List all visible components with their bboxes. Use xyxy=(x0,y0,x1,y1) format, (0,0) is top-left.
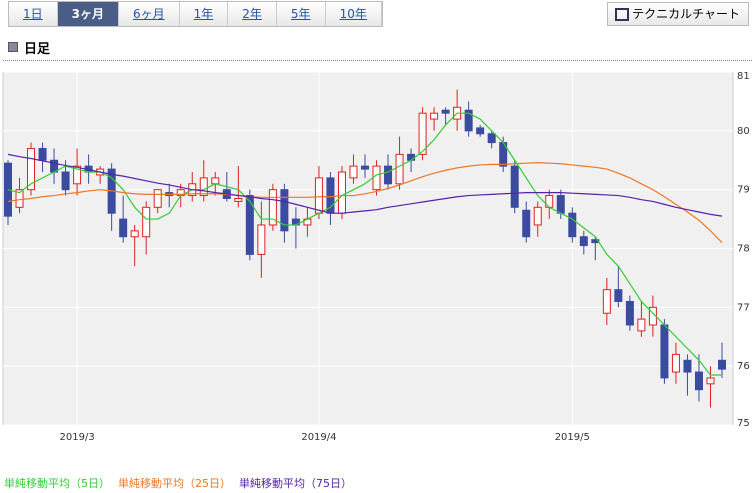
moving-average xyxy=(7,112,722,376)
candle-body xyxy=(337,171,346,214)
y-tick-label: 77 xyxy=(737,302,750,313)
candle-body xyxy=(361,165,369,170)
candle-body xyxy=(487,133,496,144)
candle-body xyxy=(73,165,82,185)
candle-body xyxy=(61,171,70,191)
candle-body xyxy=(602,289,611,314)
legend-entry: 単純移動平均（25日） xyxy=(118,476,231,490)
candle-body xyxy=(372,165,381,191)
candle-body xyxy=(153,189,162,208)
candle-body xyxy=(510,165,519,208)
candle-body xyxy=(38,147,47,161)
candle-body xyxy=(395,153,404,185)
candle-body xyxy=(211,177,220,185)
candle-body xyxy=(706,377,715,385)
candle-body xyxy=(430,112,439,120)
candle-body xyxy=(671,353,680,373)
moving-average xyxy=(7,153,723,217)
candle-body xyxy=(579,236,588,247)
y-tick-label: 79 xyxy=(737,185,750,196)
candle-body xyxy=(718,359,726,370)
candle-body xyxy=(407,153,416,161)
y-tick-label: 81 xyxy=(737,71,750,82)
moving-average xyxy=(7,162,723,244)
candle-body xyxy=(245,195,254,255)
x-tick-label: 2019/4 xyxy=(301,432,336,443)
y-tick-label: 75 xyxy=(737,418,750,429)
candle-body xyxy=(384,165,393,185)
candle-body xyxy=(418,112,427,155)
candle-body xyxy=(130,230,139,238)
technical-chart-button[interactable]: テクニカルチャート xyxy=(607,2,749,26)
candle-body xyxy=(349,165,358,179)
candle-body xyxy=(476,127,485,135)
candle-body xyxy=(314,177,323,214)
tabs: 1日 3ヶ月 6ヶ月 1年 2年 5年 10年 xyxy=(8,1,383,27)
candle-body xyxy=(268,189,277,226)
candle-body xyxy=(625,300,634,326)
tab[interactable]: 1日 xyxy=(9,2,58,26)
candle-body xyxy=(694,371,703,391)
candle-body xyxy=(533,206,542,226)
candle-body xyxy=(4,162,12,217)
y-tick-label: 78 xyxy=(737,244,750,255)
candle-body xyxy=(522,209,531,238)
legend-entry: 単純移動平均（5日） xyxy=(4,476,110,490)
candle-body xyxy=(280,189,289,232)
candle-body xyxy=(637,318,646,332)
candle-body xyxy=(683,359,692,373)
tab[interactable]: 6ヶ月 xyxy=(119,2,180,26)
tab[interactable]: 5年 xyxy=(276,2,326,26)
candle-body xyxy=(614,289,623,302)
tab[interactable]: 2年 xyxy=(228,2,277,26)
candle-body xyxy=(441,109,450,114)
candle-body xyxy=(568,212,577,238)
tab[interactable]: 3ヶ月 xyxy=(57,2,119,26)
candle-body xyxy=(119,218,128,238)
tab[interactable]: 1年 xyxy=(179,2,229,26)
candle-body xyxy=(15,189,24,208)
candle-body xyxy=(199,177,208,197)
candle-body xyxy=(27,147,36,191)
x-tick-label: 2019/3 xyxy=(60,432,95,443)
candle-body xyxy=(464,109,473,132)
divider xyxy=(3,60,752,61)
candle-body xyxy=(556,195,565,214)
tab[interactable]: 10年 xyxy=(325,2,382,26)
candle-body xyxy=(257,224,266,255)
y-tick-label: 80 xyxy=(737,126,750,137)
x-tick-label: 2019/5 xyxy=(555,432,590,443)
candle-body xyxy=(142,206,151,238)
heading: 日足 xyxy=(8,38,50,57)
candle-body xyxy=(234,197,243,202)
y-tick-label: 76 xyxy=(737,361,750,372)
candle-body xyxy=(660,324,669,379)
legend-entry: 単純移動平均（75日） xyxy=(239,476,352,490)
